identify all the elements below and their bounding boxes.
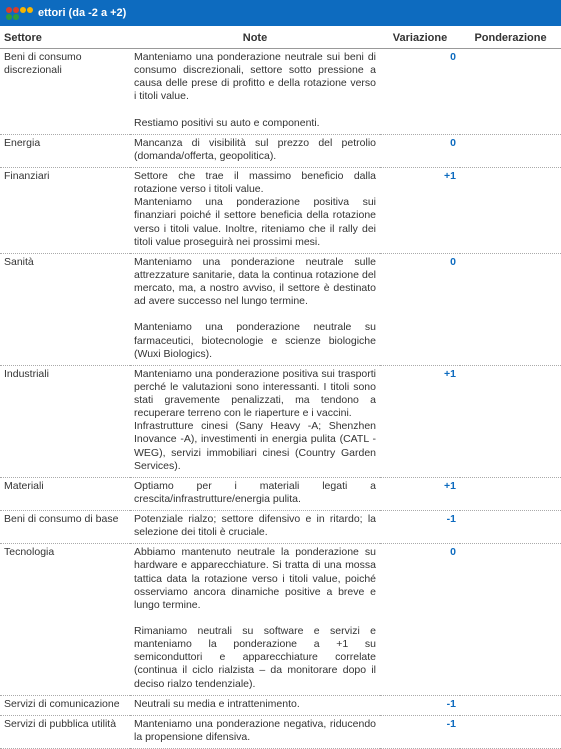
cell-variazione: 0	[380, 253, 460, 365]
cell-ponderazione	[460, 365, 561, 477]
cell-variazione: 0	[380, 49, 460, 135]
cell-variazione: -1	[380, 511, 460, 544]
sectors-table: Settore Note Variazione Ponderazione Ben…	[0, 26, 561, 749]
cell-settore: Sanità	[0, 253, 130, 365]
table-row: Beni di consumo discrezionaliManteniamo …	[0, 49, 561, 135]
cell-ponderazione	[460, 168, 561, 254]
cell-ponderazione	[460, 511, 561, 544]
col-variazione: Variazione	[380, 26, 460, 49]
table-row: SanitàManteniamo una ponderazione neutra…	[0, 253, 561, 365]
table-row: Servizi di comunicazioneNeutrali su medi…	[0, 695, 561, 715]
section-header: ettori (da -2 a +2)	[0, 0, 561, 26]
traffic-light-icon	[6, 4, 34, 22]
cell-ponderazione	[460, 544, 561, 695]
header-title: ettori (da -2 a +2)	[38, 7, 126, 19]
cell-note: Manteniamo una ponderazione positiva sui…	[130, 365, 380, 477]
cell-ponderazione	[460, 715, 561, 748]
cell-note: Manteniamo una ponderazione neutrale sul…	[130, 253, 380, 365]
cell-note: Abbiamo mantenuto neutrale la ponderazio…	[130, 544, 380, 695]
cell-settore: Industriali	[0, 365, 130, 477]
cell-variazione: -1	[380, 695, 460, 715]
cell-variazione: 0	[380, 134, 460, 167]
cell-settore: Beni di consumo di base	[0, 511, 130, 544]
table-row: MaterialiOptiamo per i materiali legati …	[0, 477, 561, 510]
cell-variazione: +1	[380, 365, 460, 477]
cell-note: Settore che trae il massimo beneficio da…	[130, 168, 380, 254]
cell-variazione: 0	[380, 544, 460, 695]
cell-settore: Servizi di pubblica utilità	[0, 715, 130, 748]
cell-note: Potenziale rialzo; settore difensivo e i…	[130, 511, 380, 544]
cell-note: Manteniamo una ponderazione neutrale sui…	[130, 49, 380, 135]
cell-settore: Energia	[0, 134, 130, 167]
cell-note: Optiamo per i materiali legati a crescit…	[130, 477, 380, 510]
cell-settore: Materiali	[0, 477, 130, 510]
table-row: FinanziariSettore che trae il massimo be…	[0, 168, 561, 254]
cell-ponderazione	[460, 477, 561, 510]
cell-settore: Tecnologia	[0, 544, 130, 695]
table-row: Servizi di pubblica utilitàManteniamo un…	[0, 715, 561, 748]
cell-note: Mancanza di visibilità sul prezzo del pe…	[130, 134, 380, 167]
cell-note: Manteniamo una ponderazione negativa, ri…	[130, 715, 380, 748]
table-row: TecnologiaAbbiamo mantenuto neutrale la …	[0, 544, 561, 695]
cell-note: Neutrali su media e intrattenimento.	[130, 695, 380, 715]
cell-variazione: -1	[380, 715, 460, 748]
cell-variazione: +1	[380, 168, 460, 254]
cell-settore: Finanziari	[0, 168, 130, 254]
table-row: Beni di consumo di basePotenziale rialzo…	[0, 511, 561, 544]
cell-ponderazione	[460, 253, 561, 365]
cell-settore: Beni di consumo discrezionali	[0, 49, 130, 135]
col-settore: Settore	[0, 26, 130, 49]
cell-settore: Servizi di comunicazione	[0, 695, 130, 715]
cell-ponderazione	[460, 49, 561, 135]
col-note: Note	[130, 26, 380, 49]
table-row: EnergiaMancanza di visibilità sul prezzo…	[0, 134, 561, 167]
col-ponderazione: Ponderazione	[460, 26, 561, 49]
cell-ponderazione	[460, 134, 561, 167]
table-header-row: Settore Note Variazione Ponderazione	[0, 26, 561, 49]
cell-ponderazione	[460, 695, 561, 715]
table-row: IndustrialiManteniamo una ponderazione p…	[0, 365, 561, 477]
cell-variazione: +1	[380, 477, 460, 510]
